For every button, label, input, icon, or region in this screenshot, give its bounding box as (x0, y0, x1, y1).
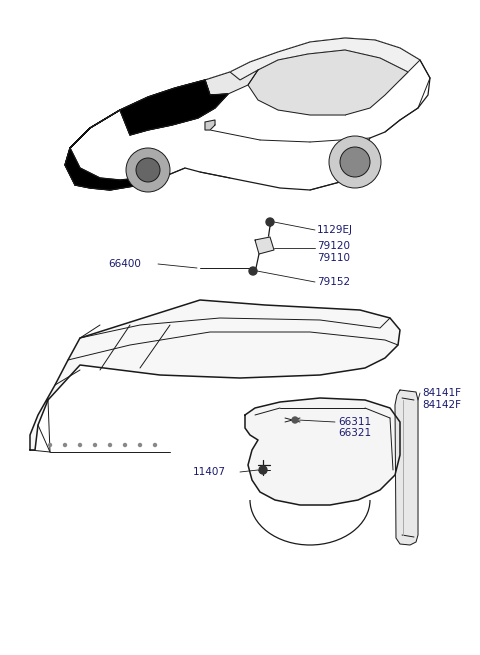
Polygon shape (30, 300, 400, 450)
Polygon shape (65, 80, 228, 190)
Circle shape (126, 148, 170, 192)
Polygon shape (205, 120, 215, 130)
Circle shape (266, 218, 274, 226)
Circle shape (154, 443, 156, 447)
Polygon shape (230, 38, 420, 80)
Text: 66400: 66400 (108, 259, 141, 269)
Text: 66311: 66311 (338, 417, 371, 427)
Circle shape (329, 136, 381, 188)
Circle shape (259, 466, 267, 474)
Polygon shape (120, 80, 228, 135)
Polygon shape (245, 398, 400, 505)
Polygon shape (395, 390, 418, 545)
Polygon shape (65, 38, 430, 190)
Text: 79120: 79120 (317, 241, 350, 251)
Polygon shape (248, 50, 408, 115)
Polygon shape (255, 237, 274, 254)
Text: 79110: 79110 (317, 253, 350, 263)
Circle shape (249, 267, 257, 275)
Circle shape (292, 417, 298, 423)
Text: 66321: 66321 (338, 428, 371, 438)
Text: 11407: 11407 (193, 467, 226, 477)
Circle shape (136, 158, 160, 182)
Circle shape (139, 443, 142, 447)
Circle shape (94, 443, 96, 447)
Circle shape (63, 443, 67, 447)
Circle shape (340, 147, 370, 177)
Circle shape (108, 443, 111, 447)
Circle shape (79, 443, 82, 447)
Circle shape (48, 443, 51, 447)
Text: 84141F: 84141F (422, 388, 461, 398)
Polygon shape (205, 70, 258, 95)
Text: 84142F: 84142F (422, 400, 461, 410)
Text: 79152: 79152 (317, 277, 350, 287)
Circle shape (123, 443, 127, 447)
Text: 1129EJ: 1129EJ (317, 225, 353, 235)
